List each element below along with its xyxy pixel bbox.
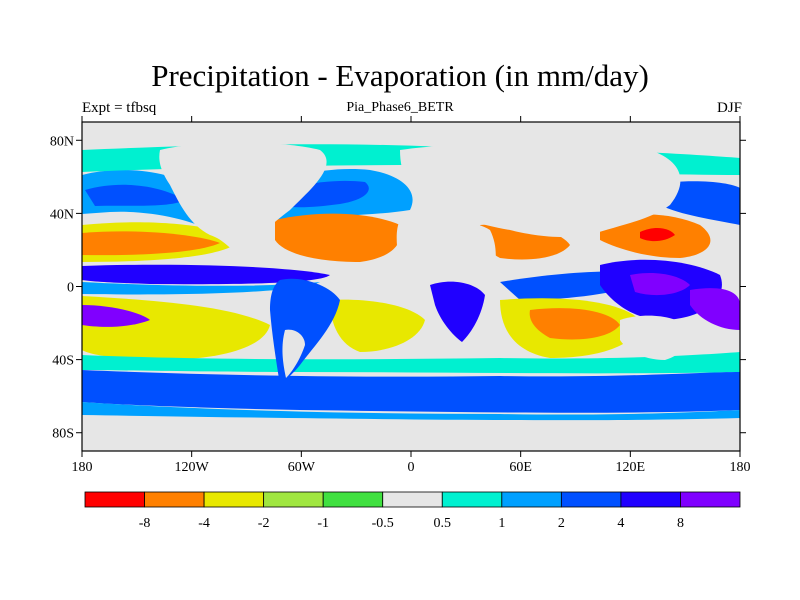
- colorbar-label: 1: [498, 516, 505, 531]
- colorbar-label: 8: [677, 516, 684, 531]
- s-atlantic-subtropical-dry: [330, 299, 425, 352]
- colorbar-swatch: [263, 491, 324, 508]
- lon-tick-label: 180: [730, 460, 751, 475]
- colorbar-swatch: [322, 491, 384, 508]
- longitude-axis: 180 120W 60W 0 60E 120E 180: [72, 116, 751, 475]
- lon-tick-label: 120E: [616, 460, 646, 475]
- colorbar-swatch: [680, 491, 741, 508]
- lat-tick-label: 0: [67, 281, 74, 296]
- lat-tick-label: 40N: [50, 207, 74, 222]
- north-america: [159, 142, 327, 255]
- w-pacific-purple-core: [630, 273, 690, 296]
- colorbar-swatch: [501, 491, 562, 508]
- southern-ocean-storm-track: [82, 370, 740, 413]
- lon-tick-label: 0: [408, 460, 415, 475]
- colorbar-swatch: [560, 491, 622, 508]
- australia: [620, 315, 691, 360]
- colorbar: -8 -4 -2 -1 -0.5 0.5 1 2 4 8: [84, 491, 741, 531]
- lon-tick-label: 180: [72, 460, 93, 475]
- colorbar-label: 0.5: [434, 516, 452, 531]
- colorbar-swatch: [620, 491, 681, 508]
- lat-tick-label: 80S: [52, 427, 74, 442]
- s-indian-orange-core: [529, 308, 620, 340]
- southern-ocean-lightblue: [82, 402, 740, 421]
- colorbar-label: 2: [558, 516, 565, 531]
- colorbar-label: 4: [617, 516, 624, 531]
- run-name: Pia_Phase6_BETR: [346, 100, 454, 115]
- field-layer: [82, 122, 740, 451]
- spcz-purple: [690, 288, 740, 330]
- latitude-axis: 80N 40N 0 40S 80S: [50, 134, 746, 442]
- colorbar-label: -1: [317, 516, 329, 531]
- n-pacific-core: [85, 184, 185, 206]
- colorbar-swatch: [144, 491, 205, 508]
- colorbar-swatch: [441, 491, 503, 508]
- lon-tick-label: 120W: [175, 460, 210, 475]
- n-atlantic-subtropical-dry: [275, 213, 401, 262]
- colorbar-label: -4: [198, 516, 210, 531]
- n-pacific-subtropical-orange: [82, 231, 220, 256]
- lat-tick-label: 40S: [52, 354, 74, 369]
- lat-tick-label: 80N: [50, 134, 74, 149]
- southern-ocean-cyan: [82, 352, 740, 374]
- africa-wet: [430, 281, 485, 342]
- eurasia: [400, 143, 681, 238]
- colorbar-swatch: [84, 491, 145, 508]
- lon-tick-label: 60W: [288, 460, 316, 475]
- experiment-label: Expt = tfbsq: [82, 100, 157, 116]
- lon-tick-label: 60E: [509, 460, 532, 475]
- colorbar-label: -0.5: [372, 516, 394, 531]
- itcz-cyan-edge: [82, 282, 320, 295]
- chart-title: Precipitation - Evaporation (in mm/day): [151, 58, 649, 93]
- antarctica: [82, 420, 740, 451]
- s-pacific-purple-tongue: [82, 305, 150, 327]
- colorbar-label: -8: [139, 516, 151, 531]
- colorbar-swatch: [382, 491, 443, 508]
- colorbar-label: -2: [258, 516, 270, 531]
- kuroshio-red: [640, 228, 675, 242]
- season-label: DJF: [716, 100, 742, 116]
- south-america-dry: [282, 329, 305, 378]
- colorbar-swatch: [203, 491, 265, 508]
- itcz-band: [82, 264, 330, 285]
